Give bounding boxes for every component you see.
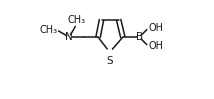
Text: B: B bbox=[136, 32, 143, 42]
Text: S: S bbox=[106, 56, 113, 66]
Text: OH: OH bbox=[148, 23, 163, 33]
Text: OH: OH bbox=[148, 41, 163, 51]
Text: CH₃: CH₃ bbox=[67, 15, 85, 25]
Text: CH₃: CH₃ bbox=[39, 25, 57, 35]
Text: N: N bbox=[65, 32, 73, 42]
